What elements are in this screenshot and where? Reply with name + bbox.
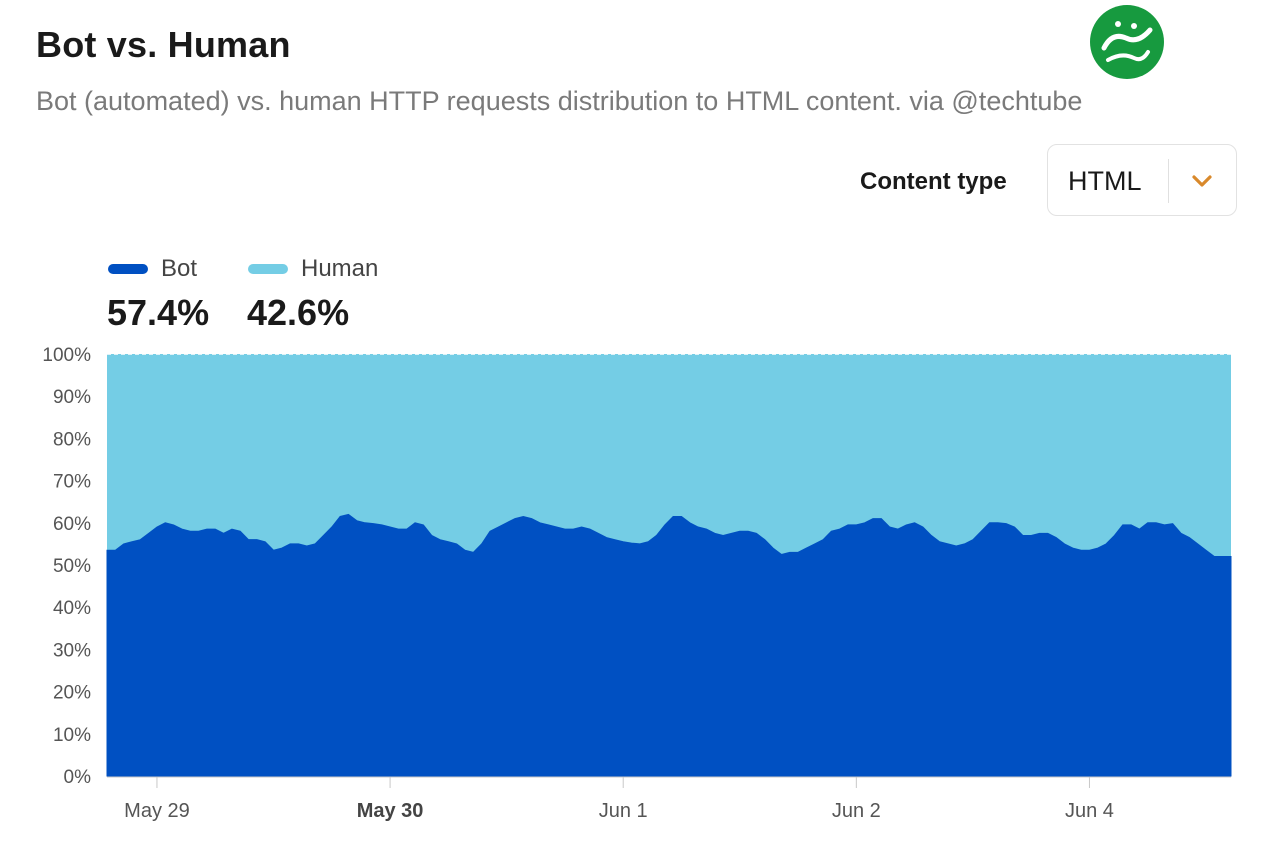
legend-bot-value: 57.4% (107, 292, 210, 333)
y-tick-label: 40% (53, 598, 91, 619)
x-tick-label: Jun 2 (832, 800, 881, 822)
x-tick-label: May 30 (357, 800, 424, 822)
y-tick-label: 10% (53, 725, 91, 746)
legend-human-swatch (248, 264, 288, 274)
y-tick-label: 50% (53, 556, 91, 577)
x-tick-label: Jun 1 (599, 800, 648, 822)
content-type-label: Content type (860, 168, 1007, 195)
chevron-down-icon[interactable] (1190, 169, 1214, 193)
y-tick-label: 70% (53, 472, 91, 493)
legend-bot-label: Bot (161, 255, 198, 282)
brand-logo-icon (1090, 5, 1164, 79)
y-tick-label: 20% (53, 683, 91, 704)
legend-human[interactable]: Human (248, 252, 378, 286)
bot-area (106, 513, 1232, 777)
select-divider (1168, 159, 1169, 203)
y-tick-label: 100% (42, 345, 91, 366)
legend-human-value: 42.6% (247, 292, 350, 333)
content-type-select[interactable]: HTML (1047, 144, 1237, 216)
content-type-value: HTML (1068, 166, 1142, 196)
legend-bot[interactable]: Bot (108, 252, 197, 286)
x-tick-label: Jun 4 (1065, 800, 1114, 822)
y-tick-label: 0% (64, 767, 92, 788)
legend-bot-swatch (108, 264, 148, 274)
bot-human-area-chart: 0% 10% 20% 30% 40% 50% 60% 70% 80% 90% 100% May 29 M… (42, 345, 1232, 822)
y-tick-label: 60% (53, 514, 91, 535)
y-tick-label: 30% (53, 640, 91, 661)
y-tick-label: 80% (53, 429, 91, 450)
legend-human-label: Human (301, 255, 379, 282)
chart-title: Bot vs. Human (36, 24, 291, 65)
y-tick-label: 90% (53, 387, 91, 408)
chart-subtitle: Bot (automated) vs. human HTTP requests … (36, 86, 1083, 116)
x-tick-label: May 29 (124, 800, 190, 822)
